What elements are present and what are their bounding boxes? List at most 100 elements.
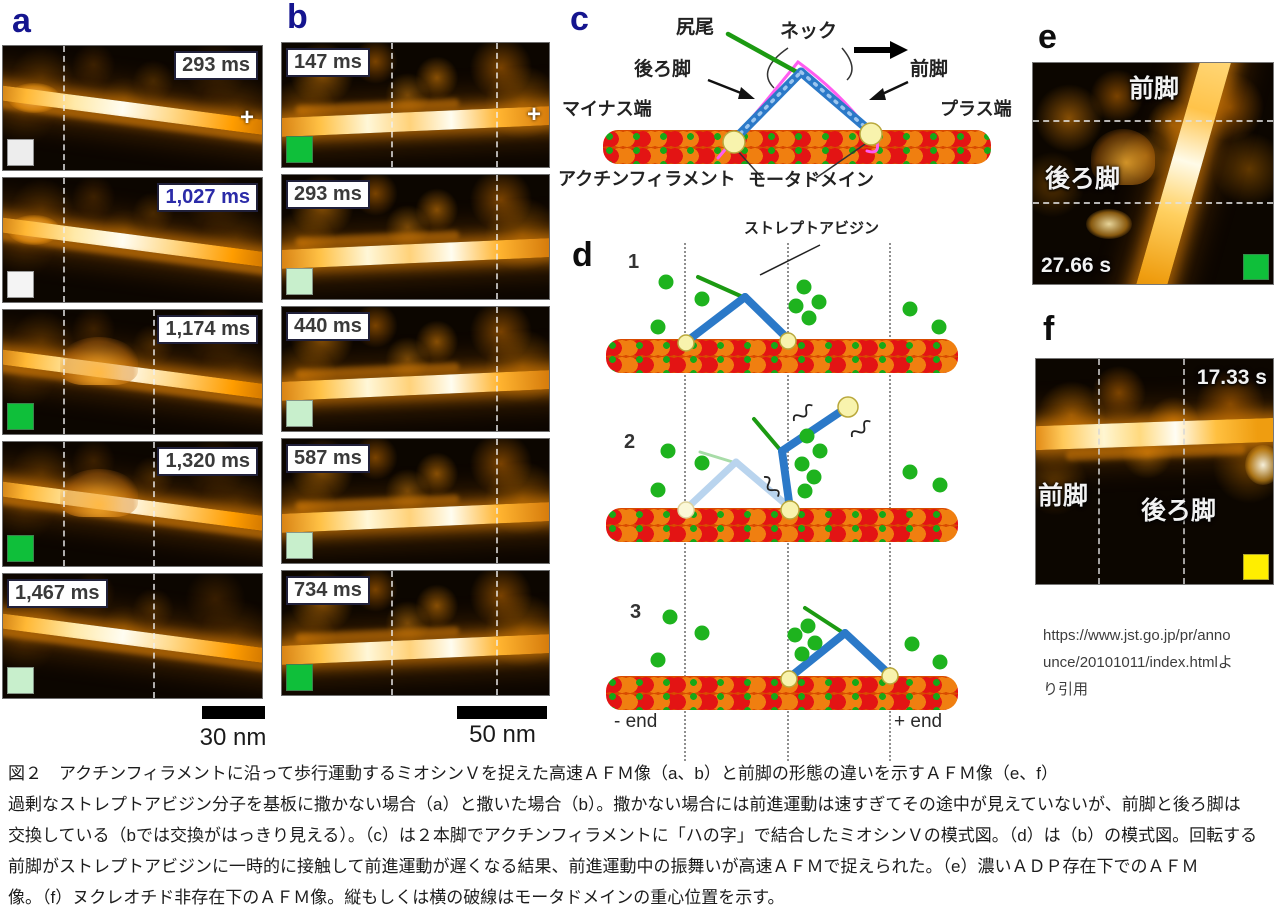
dashed-line	[495, 571, 498, 695]
afm-frame: 1,174 ms	[2, 309, 263, 435]
schematic-label-front-leg: 前脚	[910, 59, 949, 80]
figure-caption: 図２ アクチンフィラメントに沿って歩行運動するミオシンＶを捉えた高速ＡＦＭ像（a…	[8, 758, 1272, 913]
dashed-line	[153, 442, 156, 566]
rear-leg-label: 後ろ脚	[1141, 497, 1217, 525]
thermal-motion-squiggles	[763, 403, 871, 498]
timestamp-label: 1,320 ms	[157, 447, 258, 476]
dashed-line	[1182, 359, 1185, 584]
schematic-label-minus-end: マイナス端	[562, 99, 652, 119]
dashed-line	[62, 46, 65, 170]
plus-marker: +	[239, 103, 254, 131]
afm-frame-f: 17.33 s 前脚 後ろ脚	[1035, 358, 1274, 585]
dashed-line	[1033, 120, 1273, 123]
frame-color-marker	[1243, 254, 1269, 280]
schematic-label-rear-leg: 後ろ脚	[634, 59, 692, 80]
rear-leg-label: 後ろ脚	[1045, 165, 1121, 193]
frame-color-marker	[286, 664, 313, 691]
timestamp-label: 27.66 s	[1041, 254, 1112, 277]
frame-color-marker	[7, 403, 34, 430]
myosin-blob	[1090, 129, 1155, 186]
scale-bar-label: 50 nm	[469, 721, 536, 748]
timestamp-label: 1,027 ms	[157, 183, 258, 212]
dashed-line	[1097, 359, 1100, 584]
dashed-line	[495, 43, 498, 167]
frame-color-marker	[1243, 554, 1269, 580]
afm-frame: 1,467 ms	[2, 573, 263, 699]
myosin-blob	[59, 469, 138, 518]
caption-line: 交換している（bでは交換がはっきり見える）。（c）は２本脚でアクチンフィラメント…	[8, 826, 1258, 845]
timestamp-label: 1,467 ms	[7, 579, 108, 608]
source-citation: https://www.jst.go.jp/pr/anno unce/20101…	[1043, 622, 1253, 703]
frame-color-marker	[286, 400, 313, 427]
panel-c-label: c	[570, 0, 589, 38]
panel-d-schematic: ストレプトアビジン 1 2 3 - end + end	[558, 215, 1015, 775]
caption-line: 像。（f）ヌクレオチド非存在下のＡＦＭ像。縦もしくは横の破線はモータドメインの重…	[8, 888, 785, 907]
dashed-line	[1033, 202, 1273, 205]
afm-frame: 1,027 ms	[2, 177, 263, 303]
afm-frame: 440 ms	[281, 306, 550, 432]
afm-frame: 147 ms +	[281, 42, 550, 168]
front-leg-label: 前脚	[1129, 75, 1180, 103]
frame-color-marker	[286, 136, 313, 163]
schematic-label-plus-end: プラス端	[940, 99, 1012, 119]
panel-c-illustration	[707, 31, 909, 179]
panel-d-label: d	[572, 236, 593, 274]
caption-title-line: 図２ アクチンフィラメントに沿って歩行運動するミオシンＶを捉えた高速ＡＦＭ像（a…	[8, 764, 1059, 783]
afm-frame: 1,320 ms	[2, 441, 263, 567]
afm-bright-spot	[1245, 444, 1273, 485]
afm-frame-e: 前脚 後ろ脚 27.66 s	[1032, 62, 1274, 285]
panel-b-label: b	[287, 0, 308, 36]
afm-frame: 734 ms	[281, 570, 550, 696]
timestamp-label: 147 ms	[286, 48, 370, 77]
schematic-label-neck: ネック	[780, 21, 838, 42]
dashed-line	[495, 175, 498, 299]
actin-filament-cartoon	[603, 130, 991, 164]
state-number: 1	[628, 251, 640, 273]
front-leg-label: 前脚	[1038, 482, 1089, 510]
state-number: 2	[624, 431, 636, 453]
myosin-blob	[59, 337, 138, 386]
panel-f-label: f	[1043, 310, 1055, 348]
plus-marker: +	[526, 100, 541, 128]
dashed-line	[495, 307, 498, 431]
dashed-line	[391, 571, 394, 695]
timestamp-label: 293 ms	[174, 51, 258, 80]
dashed-line	[62, 310, 65, 434]
afm-frame: 293 ms	[281, 174, 550, 300]
dashed-line	[495, 439, 498, 563]
timestamp-label: 734 ms	[286, 576, 370, 605]
frame-color-marker	[286, 268, 313, 295]
dashed-line	[391, 43, 394, 167]
afm-bright-spot	[1085, 208, 1132, 239]
scale-bar	[202, 706, 265, 719]
panel-d-illustration	[650, 244, 948, 688]
streptavidin-dots	[650, 428, 948, 499]
timestamp-label: 293 ms	[286, 180, 370, 209]
dashed-line	[62, 442, 65, 566]
frame-color-marker	[7, 139, 34, 166]
source-line: unce/20101011/index.htmlよ	[1043, 654, 1233, 671]
timestamp-label: 17.33 s	[1196, 366, 1267, 389]
caption-line: 前脚がストレプトアビジンに一時的に接触して前進運動が遅くなる結果、前進運動中の振…	[8, 857, 1199, 876]
frame-color-marker	[286, 532, 313, 559]
scale-bar	[457, 706, 547, 719]
scale-bar-label: 30 nm	[199, 724, 267, 751]
streptavidin-dots	[650, 609, 948, 670]
state-number: 3	[630, 601, 642, 623]
schematic-label-motor-domain: モータドメイン	[748, 170, 874, 190]
schematic-label-tail: 尻尾	[676, 17, 715, 38]
afm-frame: 587 ms	[281, 438, 550, 564]
plus-end-label: + end	[894, 711, 943, 732]
panel-a-label: a	[12, 2, 31, 40]
afm-frame: 293 ms +	[2, 45, 263, 171]
caption-line: 過剰なストレプトアビジン分子を基板に撒かない場合（a）と撒いた場合（b）。撒かな…	[8, 795, 1241, 814]
dotted-reference-line	[889, 243, 891, 761]
streptavidin-dots	[650, 274, 947, 335]
frame-color-marker	[7, 535, 34, 562]
timestamp-label: 587 ms	[286, 444, 370, 473]
panel-e-label: e	[1038, 18, 1057, 56]
afm-noise	[1036, 359, 1273, 584]
frame-color-marker	[7, 271, 34, 298]
source-line: り引用	[1043, 681, 1089, 698]
